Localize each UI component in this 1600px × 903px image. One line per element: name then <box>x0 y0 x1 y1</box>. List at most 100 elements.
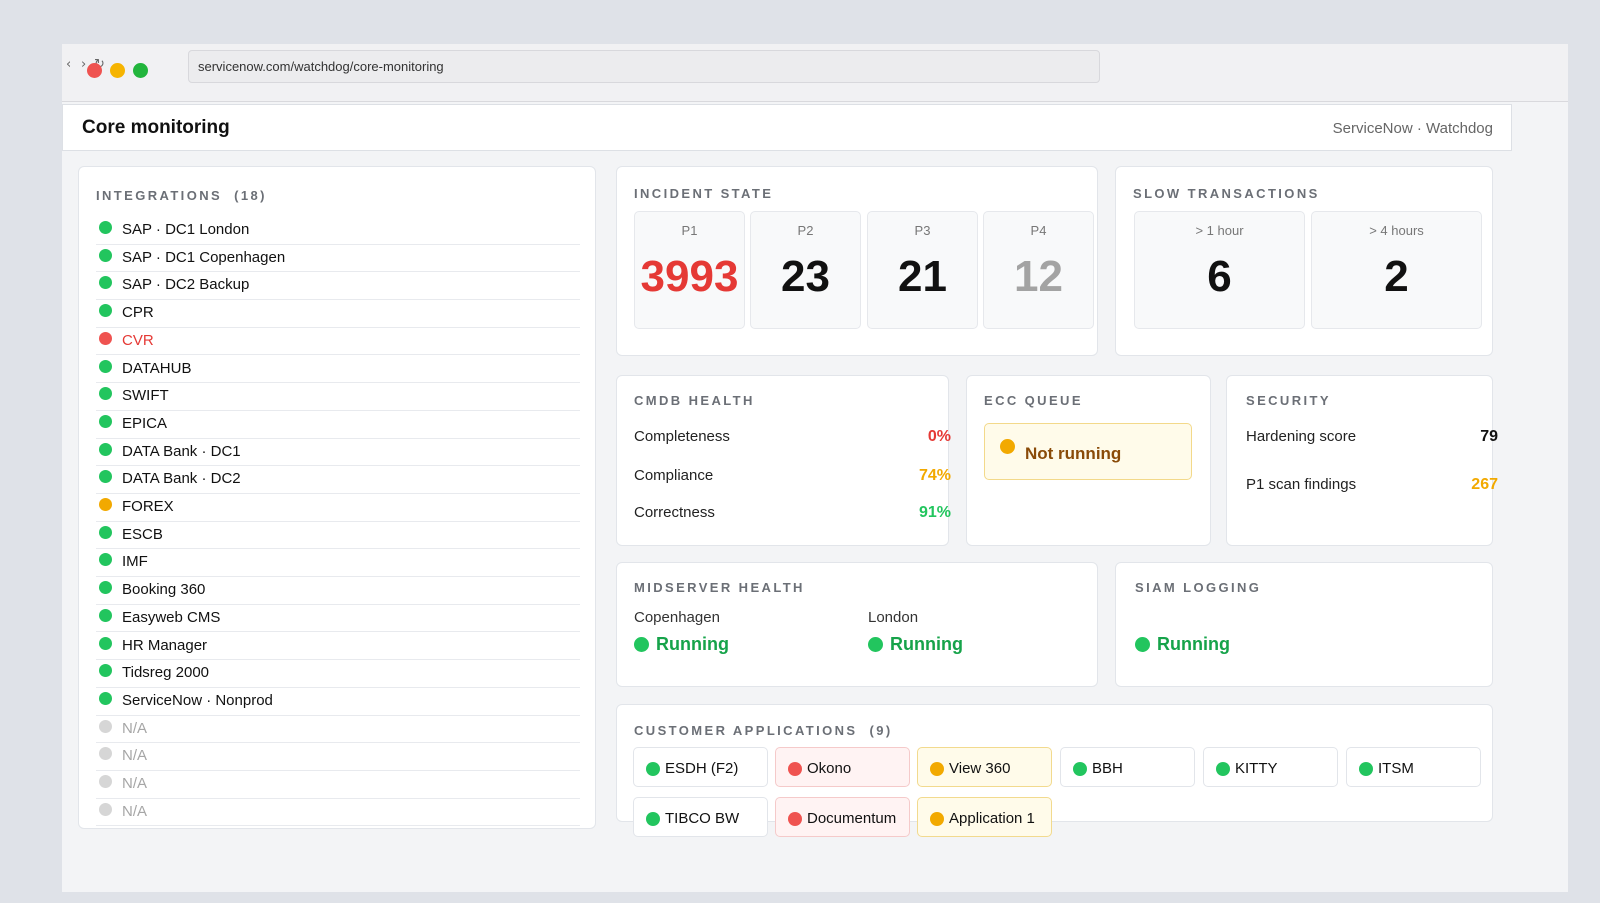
integration-row[interactable]: DATA Bank · DC1 <box>96 439 580 467</box>
integration-row[interactable]: Easyweb CMS <box>96 605 580 633</box>
close-window-icon[interactable] <box>87 63 102 78</box>
integration-row[interactable]: SAP · DC2 Backup <box>96 272 580 301</box>
customer-app-chip[interactable]: Okono <box>775 747 910 787</box>
customer-app-chip[interactable]: Documentum <box>775 797 910 837</box>
integration-row[interactable]: Tidsreg 2000 <box>96 660 580 688</box>
customer-app-chip[interactable]: KITTY <box>1203 747 1338 787</box>
error-status-icon <box>788 812 802 826</box>
customer-app-chip[interactable]: ITSM <box>1346 747 1481 787</box>
slow-transaction-tile[interactable]: > 1 hour 6 <box>1134 211 1305 329</box>
integration-row[interactable]: DATAHUB <box>96 356 580 384</box>
customer-app-label: KITTY <box>1235 760 1278 777</box>
integration-row[interactable]: HR Manager <box>96 633 580 661</box>
siam-logging-panel: SIAM LOGGING Running <box>1115 562 1493 687</box>
customer-app-label: View 360 <box>949 760 1011 777</box>
customer-app-chip[interactable]: Application 1 <box>917 797 1052 837</box>
integration-row[interactable]: N/A <box>96 771 580 799</box>
tile-label: P1 <box>681 223 698 238</box>
incident-state-panel: INCIDENT STATE P1 3993 P2 23 P3 21 P4 12 <box>616 166 1098 356</box>
inactive-status-icon <box>99 802 112 816</box>
warning-status-icon <box>99 498 112 511</box>
midserver-status: Running <box>634 634 729 655</box>
cmdb-metric-value: 91% <box>918 504 951 521</box>
integration-row[interactable]: N/A <box>96 743 580 771</box>
siam-logging-title: SIAM LOGGING <box>1135 580 1262 595</box>
integration-row[interactable]: N/A <box>96 716 580 744</box>
ok-status-icon <box>99 304 112 318</box>
integration-row[interactable]: SWIFT <box>96 383 580 411</box>
customer-app-chip[interactable]: BBH <box>1060 747 1195 787</box>
minimize-window-icon[interactable] <box>110 63 125 78</box>
customer-app-label: TIBCO BW <box>665 810 740 827</box>
integration-label: SAP · DC2 Backup <box>122 276 250 294</box>
integration-label: SWIFT <box>122 387 169 405</box>
ecc-queue-panel: ECC QUEUE Not running <box>966 375 1211 546</box>
forward-icon[interactable]: › <box>81 57 87 72</box>
tile-value: 21 <box>898 252 947 301</box>
browser-window: ‹ › ↻ servicenow.com/watchdog/core-monit… <box>62 44 1568 892</box>
inactive-status-icon <box>99 775 112 788</box>
customer-app-label: Application 1 <box>949 810 1035 827</box>
inactive-status-icon <box>99 719 112 733</box>
cmdb-metric-value: 74% <box>918 467 951 484</box>
integration-label: N/A <box>122 802 148 820</box>
page-title: Core monitoring <box>82 117 230 138</box>
customer-app-chip[interactable]: TIBCO BW <box>633 797 768 837</box>
customer-app-label: ITSM <box>1378 760 1414 777</box>
integration-row[interactable]: ESCB <box>96 522 580 550</box>
integration-row[interactable]: CPR <box>96 300 580 328</box>
customer-app-chip[interactable]: ESDH (F2) <box>633 747 768 787</box>
ok-status-icon <box>99 608 112 622</box>
cmdb-metric-label: Compliance <box>634 467 714 484</box>
customer-app-label: Documentum <box>807 810 897 827</box>
midserver-health-panel: MIDSERVER HEALTH Copenhagen Running London… <box>616 562 1098 687</box>
incident-tile-p4[interactable]: P4 12 <box>983 211 1094 329</box>
integration-row[interactable]: Booking 360 <box>96 577 580 605</box>
address-bar[interactable]: servicenow.com/watchdog/core-monitoring <box>188 50 1100 83</box>
tile-label: P4 <box>1030 223 1047 238</box>
integration-label: SAP · DC1 London <box>122 221 250 238</box>
customer-app-chip[interactable]: View 360 <box>917 747 1052 787</box>
error-status-icon <box>99 331 112 345</box>
integrations-title: INTEGRATIONS (18) <box>96 188 267 203</box>
browser-chrome: ‹ › ↻ servicenow.com/watchdog/core-monit… <box>62 44 1568 102</box>
integration-row[interactable]: SAP · DC1 London <box>96 217 580 245</box>
integration-row[interactable]: N/A <box>96 799 580 827</box>
integration-row[interactable]: SAP · DC1 Copenhagen <box>96 245 580 273</box>
customer-app-label: ESDH (F2) <box>665 760 739 777</box>
incident-tile-p3[interactable]: P3 21 <box>867 211 978 329</box>
ecc-status-badge: Not running <box>984 423 1192 480</box>
ok-status-icon <box>99 691 112 705</box>
tile-value: 6 <box>1207 252 1232 301</box>
integration-row[interactable]: CVR <box>96 328 580 356</box>
integration-row[interactable]: ServiceNow · Nonprod <box>96 688 580 716</box>
security-title: SECURITY <box>1246 393 1331 408</box>
integration-label: N/A <box>122 747 148 765</box>
cmdb-health-title: CMDB HEALTH <box>634 393 755 408</box>
incident-tile-p1[interactable]: P1 3993 <box>634 211 745 329</box>
ok-status-icon <box>99 221 112 234</box>
integration-label: Easyweb CMS <box>122 608 221 626</box>
ok-status-icon <box>1073 762 1087 776</box>
integration-label: SAP · DC1 Copenhagen <box>122 248 286 266</box>
integration-row[interactable]: DATA Bank · DC2 <box>96 466 580 494</box>
tile-label: > 4 hours <box>1369 223 1424 238</box>
inactive-status-icon <box>99 747 112 761</box>
slow-transaction-tile[interactable]: > 4 hours 2 <box>1311 211 1482 329</box>
integration-row[interactable]: EPICA <box>96 411 580 439</box>
ok-status-icon <box>99 525 112 539</box>
back-icon[interactable]: ‹ <box>66 57 72 72</box>
integration-label: N/A <box>122 775 148 792</box>
security-panel: SECURITY Hardening score 79 P1 scan findin… <box>1226 375 1498 546</box>
integrations-panel: INTEGRATIONS (18) SAP · DC1 London SAP · … <box>78 166 596 829</box>
ok-status-icon <box>99 276 112 290</box>
customer-app-label: Okono <box>807 760 852 777</box>
security-metric-label: Hardening score <box>1246 428 1357 445</box>
ok-status-icon <box>99 664 112 678</box>
integration-row[interactable]: IMF <box>96 549 580 578</box>
incident-tile-p2[interactable]: P2 23 <box>750 211 861 329</box>
integration-label: IMF <box>122 553 148 571</box>
maximize-window-icon[interactable] <box>133 63 148 78</box>
security-metric-value: 79 <box>1480 428 1498 445</box>
integration-row[interactable]: FOREX <box>96 494 580 522</box>
